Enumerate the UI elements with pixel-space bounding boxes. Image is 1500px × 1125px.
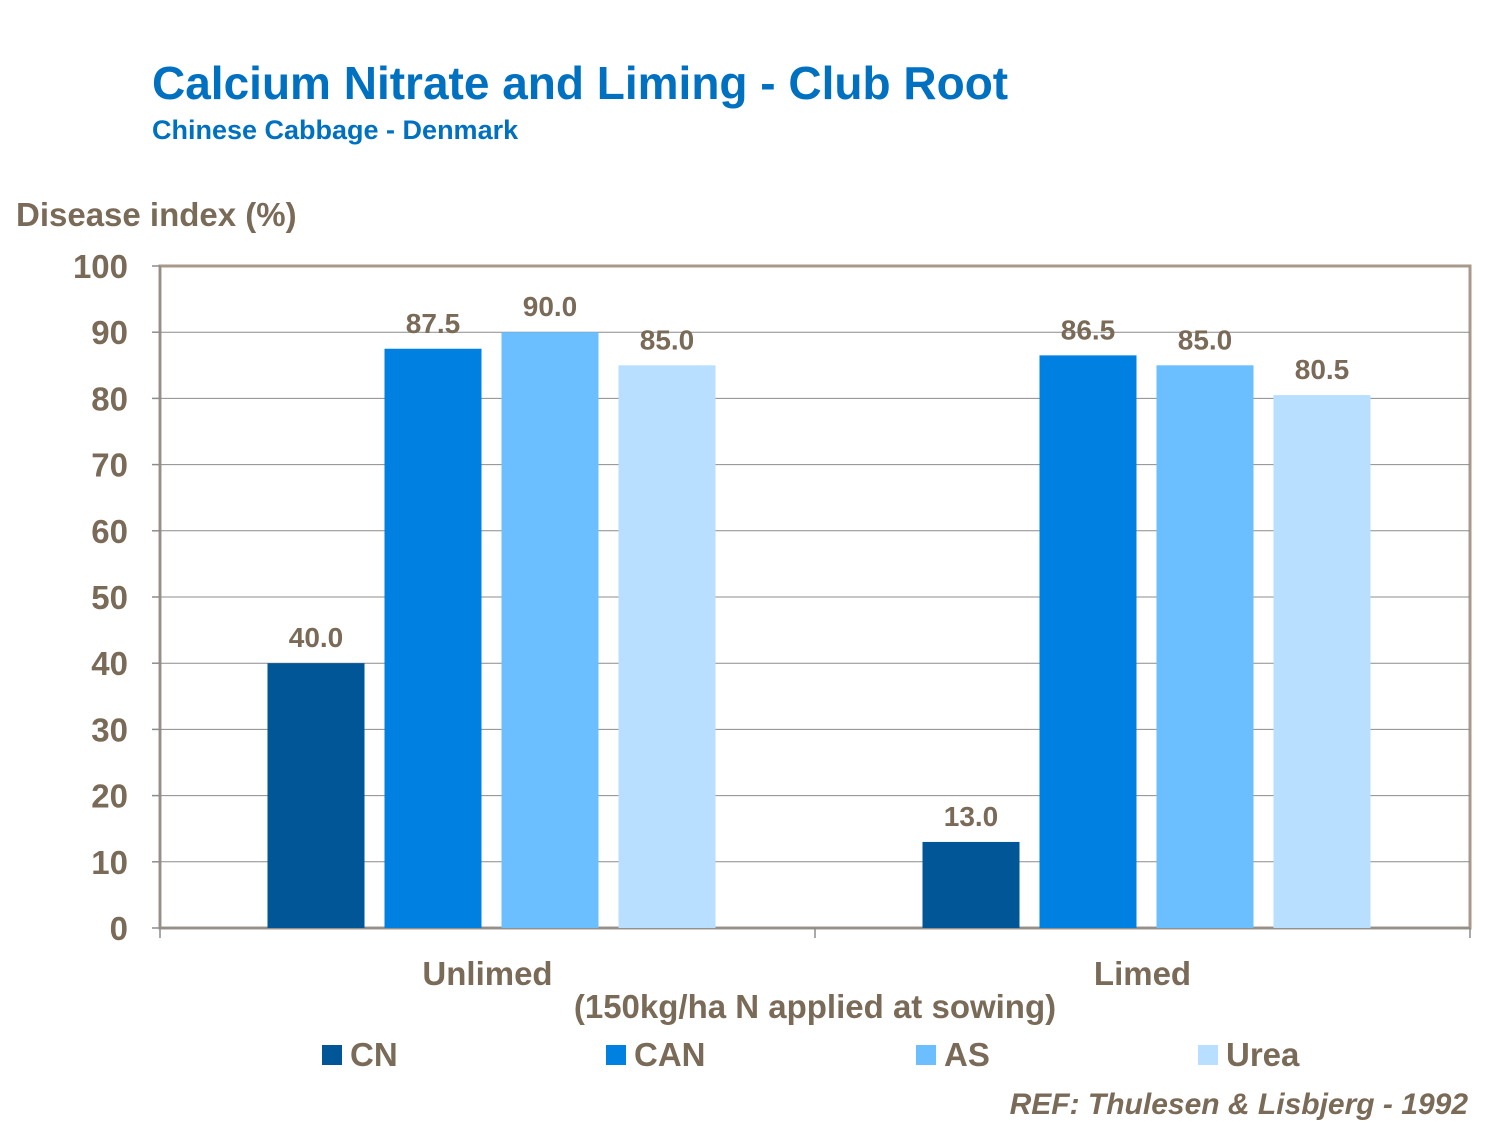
category-label: Limed: [1094, 955, 1191, 992]
data-label: 80.5: [1295, 354, 1350, 385]
bar-can-limed: [1039, 355, 1137, 928]
data-label: 13.0: [944, 801, 999, 832]
chart-title: Calcium Nitrate and Liming - Club Root: [152, 57, 1009, 109]
y-tick-label: 0: [110, 910, 128, 947]
legend-item-can: CAN: [606, 1036, 706, 1074]
legend-item-urea: Urea: [1198, 1036, 1299, 1074]
legend-item-cn: CN: [322, 1036, 398, 1074]
bar-as-unlimed: [501, 332, 599, 928]
data-label: 87.5: [406, 308, 461, 339]
reference-note: REF: Thulesen & Lisbjerg - 1992: [1009, 1088, 1468, 1121]
legend-swatch: [606, 1045, 626, 1065]
y-axis-label: Disease index (%): [16, 196, 297, 233]
y-tick-label: 100: [73, 248, 128, 285]
y-tick-label: 60: [91, 513, 128, 550]
y-tick-label: 40: [91, 645, 128, 682]
legend-item-as: AS: [916, 1036, 990, 1074]
y-tick-label: 80: [91, 380, 128, 417]
bar-urea-unlimed: [618, 365, 716, 928]
data-label: 85.0: [640, 324, 695, 355]
legend-label: AS: [944, 1036, 990, 1073]
category-label: Unlimed: [422, 955, 552, 992]
data-label: 86.5: [1061, 314, 1116, 345]
data-label: 90.0: [523, 291, 578, 322]
bar-can-unlimed: [384, 348, 482, 928]
x-axis-label: (150kg/ha N applied at sowing): [574, 988, 1056, 1025]
legend-label: CN: [350, 1036, 398, 1073]
chart-subtitle: Chinese Cabbage - Denmark: [152, 115, 519, 145]
bar-as-limed: [1156, 365, 1254, 928]
legend-swatch: [322, 1045, 342, 1065]
y-tick-label: 20: [91, 778, 128, 815]
bar-urea-limed: [1273, 395, 1371, 929]
bar-cn-limed: [922, 841, 1020, 928]
bar-chart: 0 10 20 30 40 50 60 70 80 90 100 40.0 87.5 90.0 85.0 Un…: [73, 248, 1472, 1025]
y-tick-label: 30: [91, 711, 128, 748]
data-label: 85.0: [1178, 324, 1233, 355]
y-tick-label: 50: [91, 579, 128, 616]
y-tick-label: 90: [91, 314, 128, 351]
data-label: 40.0: [289, 622, 344, 653]
legend-label: CAN: [634, 1036, 706, 1073]
y-tick-label: 70: [91, 447, 128, 484]
legend-swatch: [1198, 1045, 1218, 1065]
bar-cn-unlimed: [267, 663, 365, 928]
legend-swatch: [916, 1045, 936, 1065]
y-tick-label: 10: [91, 844, 128, 881]
legend-label: Urea: [1226, 1036, 1300, 1073]
chart-legend: CN CAN AS Urea: [0, 1036, 1500, 1076]
